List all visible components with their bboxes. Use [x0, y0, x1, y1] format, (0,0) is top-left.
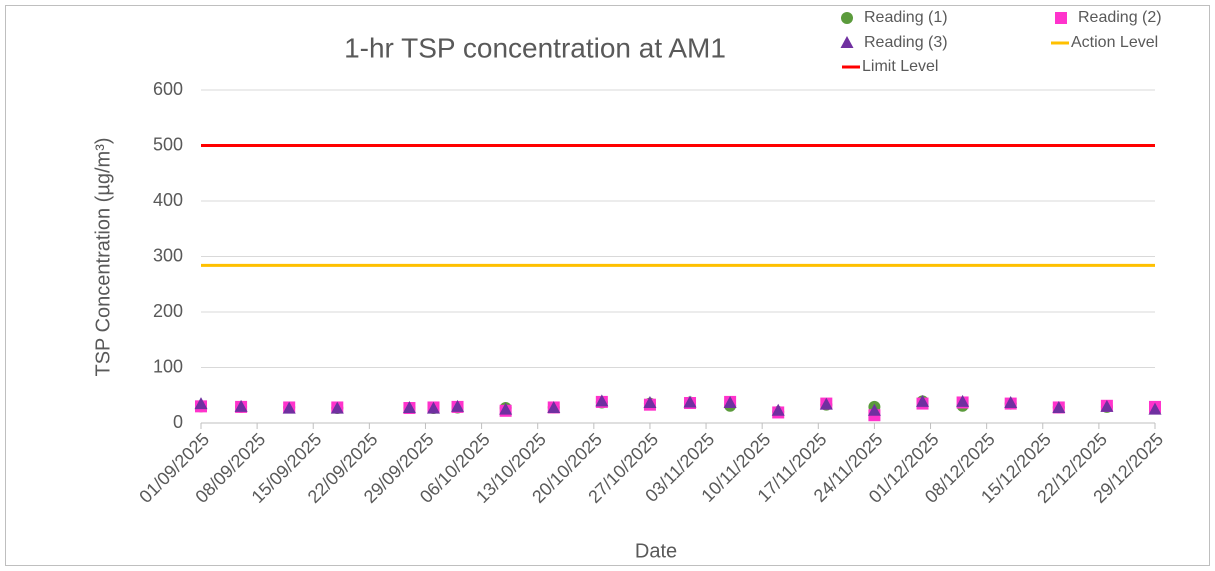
y-tick-label: 400	[153, 190, 183, 210]
y-tick-label: 100	[153, 356, 183, 376]
point	[723, 396, 737, 409]
point	[841, 12, 853, 24]
chart-title: 1-hr TSP concentration at AM1	[344, 32, 726, 63]
y-tick-label: 0	[173, 412, 183, 432]
point	[819, 397, 833, 410]
point	[499, 402, 513, 415]
point	[547, 401, 561, 414]
point	[867, 403, 881, 416]
point	[683, 395, 697, 408]
y-tick-label: 600	[153, 79, 183, 99]
point	[402, 401, 416, 414]
legend-label: Action Level	[1071, 34, 1158, 51]
point	[194, 397, 208, 410]
y-tick-label: 300	[153, 245, 183, 265]
point	[282, 401, 296, 414]
point	[1004, 396, 1018, 409]
y-axis-label: TSP Concentration (µg/m³)	[92, 137, 114, 376]
chart-border	[5, 5, 1210, 566]
point	[643, 396, 657, 409]
y-tick-label: 200	[153, 301, 183, 321]
point	[1055, 12, 1067, 24]
legend-label: Reading (2)	[1078, 9, 1162, 26]
point	[1052, 401, 1066, 414]
legend-label: Limit Level	[862, 58, 938, 75]
x-axis-label: Date	[635, 540, 677, 562]
y-tick-label: 500	[153, 134, 183, 154]
point	[426, 401, 440, 414]
point	[1100, 399, 1114, 412]
point	[595, 394, 609, 407]
legend-label: Reading (1)	[864, 9, 948, 26]
point	[1148, 402, 1162, 415]
point	[956, 394, 970, 407]
point	[234, 399, 248, 412]
point	[771, 403, 785, 416]
point	[916, 394, 930, 407]
legend-label: Reading (3)	[864, 34, 948, 51]
point	[451, 399, 465, 412]
point	[840, 36, 854, 48]
point	[330, 401, 344, 414]
